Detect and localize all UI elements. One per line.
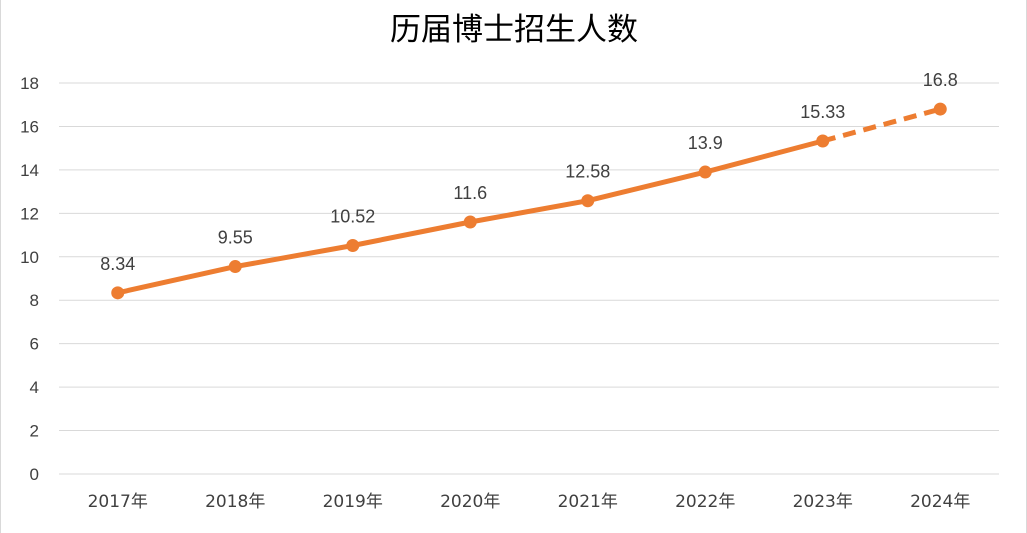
x-tick-label: 2019年 bbox=[323, 492, 383, 512]
data-point bbox=[698, 165, 712, 179]
data-label: 9.55 bbox=[218, 228, 253, 248]
y-tick-label: 12 bbox=[20, 204, 39, 223]
data-label: 11.6 bbox=[453, 183, 487, 203]
data-point bbox=[463, 215, 477, 229]
data-labels: 8.34 9.55 10.52 11.6 12.58 13.9 15.33 16.8 bbox=[100, 70, 958, 274]
x-tick-label: 2021年 bbox=[558, 492, 618, 512]
data-label: 8.34 bbox=[100, 254, 135, 274]
y-tick-label: 0 bbox=[30, 465, 39, 484]
x-tick-label: 2017年 bbox=[88, 492, 148, 512]
y-axis-tick-labels: 0 2 4 6 8 10 12 14 16 18 bbox=[20, 74, 39, 484]
y-tick-label: 18 bbox=[20, 74, 39, 93]
y-tick-label: 8 bbox=[30, 291, 39, 310]
x-tick-label: 2018年 bbox=[205, 492, 265, 512]
x-axis-tick-labels: 2017年 2018年 2019年 2020年 2021年 2022年 2023年 2024年 bbox=[88, 492, 971, 512]
data-point bbox=[933, 102, 947, 116]
data-point bbox=[581, 194, 595, 208]
x-tick-label: 2023年 bbox=[793, 492, 853, 512]
data-points bbox=[111, 102, 947, 300]
y-tick-label: 6 bbox=[30, 335, 39, 354]
data-point bbox=[228, 260, 242, 274]
x-tick-label: 2022年 bbox=[675, 492, 735, 512]
y-tick-label: 4 bbox=[30, 378, 39, 397]
data-label: 10.52 bbox=[330, 206, 375, 226]
data-label: 12.58 bbox=[565, 162, 610, 182]
data-label: 15.33 bbox=[800, 102, 845, 122]
data-point bbox=[346, 238, 360, 252]
y-tick-label: 14 bbox=[20, 161, 39, 180]
chart-title: 历届博士招生人数 bbox=[390, 12, 638, 48]
y-tick-label: 16 bbox=[20, 117, 39, 136]
x-tick-label: 2020年 bbox=[440, 492, 500, 512]
data-label: 13.9 bbox=[688, 133, 723, 153]
x-tick-label: 2024年 bbox=[910, 492, 970, 512]
data-point bbox=[816, 134, 830, 148]
y-tick-label: 10 bbox=[20, 248, 39, 267]
data-point bbox=[111, 286, 125, 300]
y-tick-label: 2 bbox=[30, 422, 39, 441]
data-label: 16.8 bbox=[923, 70, 958, 90]
gridlines bbox=[59, 82, 999, 475]
